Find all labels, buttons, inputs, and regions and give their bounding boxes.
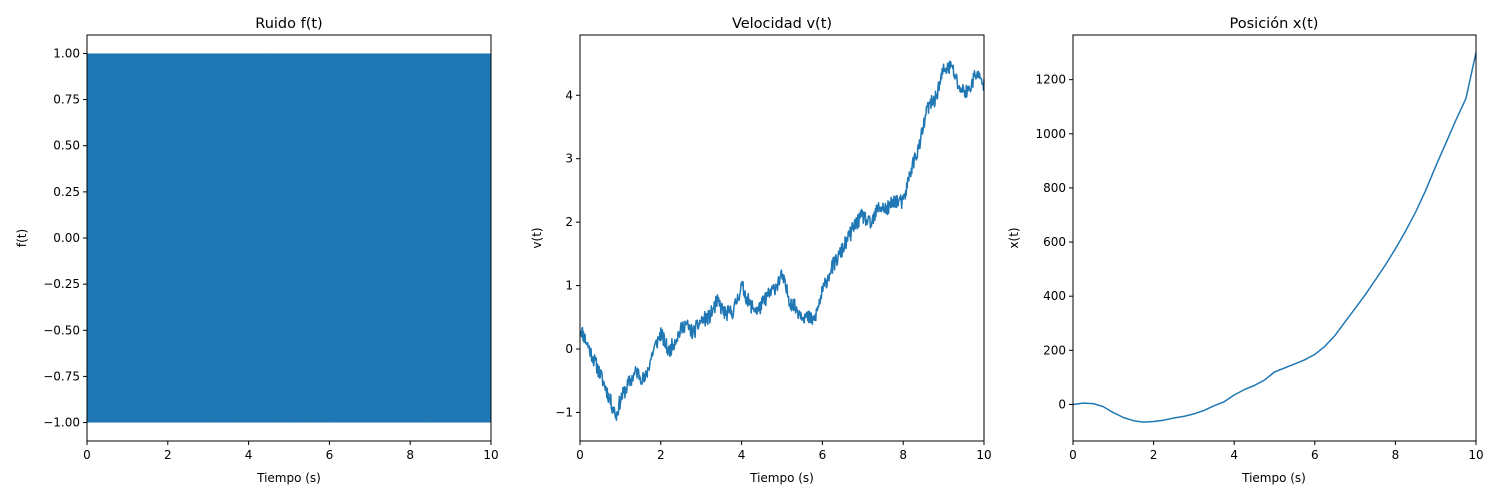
velocity-panel: 0 2 4 6 8 10 −1 0 1 2 3 4 Velocidad v(t) Tiempo (s)… — [530, 16, 992, 485]
position-ticks: 0 2 4 6 8 10 0 200 400 600 800 1000 1200 — [1035, 73, 1483, 462]
noise-y-tick-label: −0.25 — [43, 277, 80, 291]
noise-plot-area — [86, 53, 492, 423]
position-x-tick-label: 2 — [1150, 448, 1158, 462]
noise-chart-title: Ruido f(t) — [255, 16, 322, 32]
noise-y-tick-label: 1.00 — [53, 46, 80, 60]
velocity-y-tick-label: 3 — [565, 152, 573, 166]
noise-x-tick-label: 8 — [406, 448, 414, 462]
noise-series-band — [87, 53, 491, 423]
velocity-y-tick-label: 0 — [565, 342, 573, 356]
velocity-x-tick-label: 4 — [738, 448, 746, 462]
noise-y-tick-label: −0.75 — [43, 369, 80, 383]
position-x-tick-label: 10 — [1468, 448, 1483, 462]
velocity-y-tick-label: 1 — [565, 279, 573, 293]
velocity-series-line — [579, 60, 985, 422]
noise-y-axis-label: f(t) — [15, 229, 29, 247]
position-y-tick-label: 1200 — [1035, 73, 1066, 87]
velocity-x-tick-label: 2 — [657, 448, 665, 462]
position-chart-title: Posición x(t) — [1230, 16, 1319, 32]
noise-y-tick-label: 0.25 — [53, 185, 80, 199]
noise-y-tick-label: 0.50 — [53, 139, 80, 153]
velocity-chart-title: Velocidad v(t) — [732, 16, 832, 32]
noise-y-tick-label: 0.00 — [53, 231, 80, 245]
noise-x-axis-label: Tiempo (s) — [256, 471, 321, 485]
velocity-x-axis-label: Tiempo (s) — [749, 471, 814, 485]
position-x-tick-label: 6 — [1311, 448, 1319, 462]
noise-series-upper-edge — [86, 53, 492, 59]
noise-panel: 0 2 4 6 8 10 −1.00 −0.75 −0.50 −0.25 0.00 0.25 0.50 0… — [15, 16, 499, 485]
noise-ticks: 0 2 4 6 8 10 −1.00 −0.75 −0.50 −0.25 0.00 0.25 0.50 0… — [43, 46, 498, 462]
position-y-tick-label: 200 — [1043, 343, 1066, 357]
velocity-y-tick-label: −1 — [555, 405, 573, 419]
noise-y-tick-label: −1.00 — [43, 416, 80, 430]
noise-x-tick-label: 2 — [164, 448, 172, 462]
noise-x-tick-label: 4 — [245, 448, 253, 462]
position-y-tick-label: 0 — [1058, 397, 1066, 411]
velocity-axes-frame — [579, 34, 985, 442]
position-x-tick-label: 0 — [1069, 448, 1077, 462]
position-x-tick-label: 8 — [1392, 448, 1400, 462]
position-y-tick-label: 600 — [1043, 235, 1066, 249]
position-series-line — [1072, 52, 1477, 423]
position-y-tick-label: 1000 — [1035, 127, 1066, 141]
position-x-tick-label: 4 — [1230, 448, 1238, 462]
velocity-plot-area — [579, 60, 985, 422]
noise-y-tick-label: −0.50 — [43, 323, 80, 337]
position-panel: 0 2 4 6 8 10 0 200 400 600 800 1000 1200 Posición x(… — [1007, 16, 1484, 485]
velocity-x-tick-label: 10 — [976, 448, 991, 462]
velocity-y-tick-label: 2 — [565, 215, 573, 229]
velocity-x-tick-label: 0 — [576, 448, 584, 462]
position-y-tick-label: 400 — [1043, 289, 1066, 303]
noise-x-tick-label: 10 — [483, 448, 498, 462]
position-axes-frame — [1072, 34, 1477, 442]
velocity-x-tick-label: 6 — [819, 448, 827, 462]
velocity-x-tick-label: 8 — [899, 448, 907, 462]
noise-x-tick-label: 6 — [326, 448, 334, 462]
position-y-tick-label: 800 — [1043, 181, 1066, 195]
velocity-ticks: 0 2 4 6 8 10 −1 0 1 2 3 4 — [555, 88, 991, 462]
noise-y-tick-label: 0.75 — [53, 93, 80, 107]
velocity-y-tick-label: 4 — [565, 88, 573, 102]
noise-series-lower-edge — [87, 418, 492, 423]
noise-x-tick-label: 0 — [83, 448, 91, 462]
position-plot-area — [1072, 52, 1477, 423]
position-x-axis-label: Tiempo (s) — [1241, 471, 1306, 485]
position-y-axis-label: x(t) — [1007, 227, 1021, 248]
velocity-y-axis-label: v(t) — [530, 227, 544, 248]
